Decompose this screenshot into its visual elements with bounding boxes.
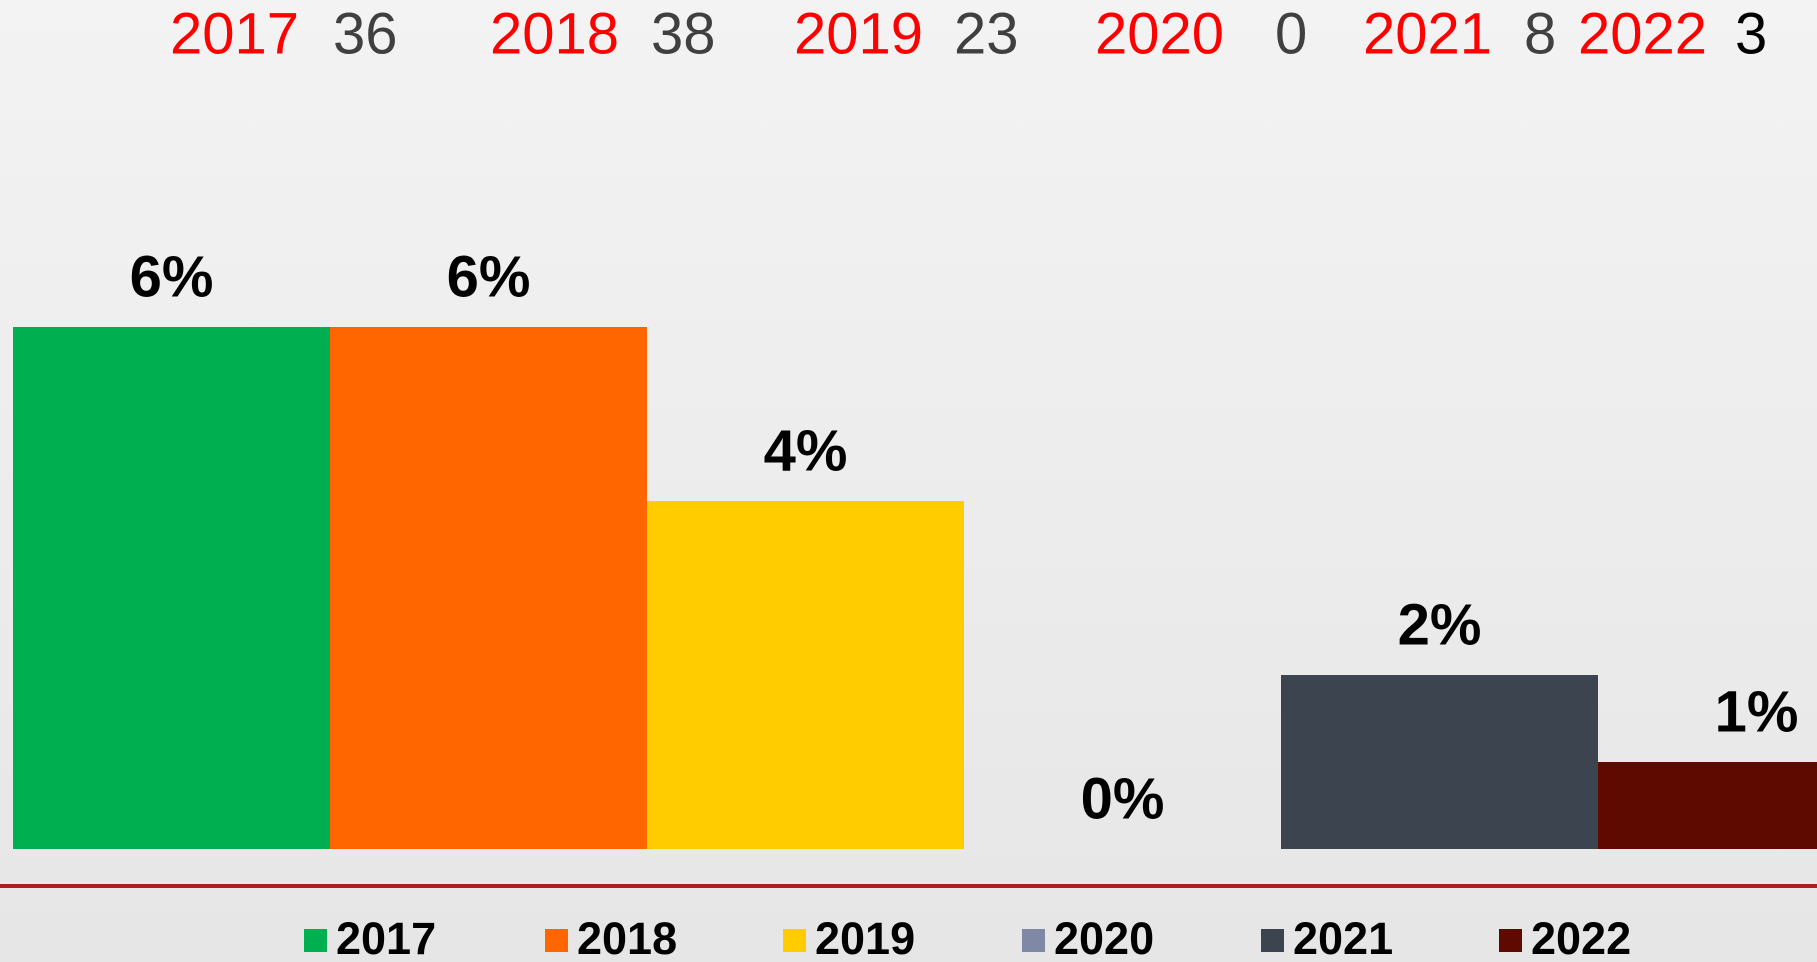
annotation-year: 2018 xyxy=(490,1,619,66)
bar xyxy=(1598,762,1817,849)
bar xyxy=(1281,675,1598,849)
value-label: 6% xyxy=(130,244,214,309)
legend-swatch xyxy=(783,929,806,952)
legend-swatch xyxy=(545,929,568,952)
legend-label: 2018 xyxy=(577,913,677,962)
value-label: 1% xyxy=(1715,679,1799,744)
annotation-count: 23 xyxy=(954,1,1019,66)
value-label: 6% xyxy=(447,244,531,309)
annotation-count: 3 xyxy=(1735,1,1767,66)
annotation-year: 2021 xyxy=(1363,1,1492,66)
legend-swatch xyxy=(1022,929,1045,952)
value-label: 4% xyxy=(764,418,848,483)
annotation-year: 2020 xyxy=(1095,1,1224,66)
legend-label: 2020 xyxy=(1054,913,1154,962)
value-label: 0% xyxy=(1081,766,1165,831)
legend-label: 2021 xyxy=(1293,913,1393,962)
legend-swatch xyxy=(1261,929,1284,952)
legend-label: 2017 xyxy=(336,913,436,962)
annotation-count: 0 xyxy=(1275,1,1307,66)
value-label: 2% xyxy=(1398,592,1482,657)
annotation-count: 36 xyxy=(333,1,398,66)
legend-swatch xyxy=(304,929,327,952)
bar xyxy=(330,327,647,849)
annotation-year: 2017 xyxy=(170,1,299,66)
bar xyxy=(13,327,330,849)
annotation-count: 8 xyxy=(1524,1,1556,66)
annotation-year: 2022 xyxy=(1578,1,1707,66)
annotation-year: 2019 xyxy=(794,1,923,66)
bar xyxy=(647,501,964,849)
legend-swatch xyxy=(1499,929,1522,952)
legend-label: 2022 xyxy=(1531,913,1631,962)
legend-label: 2019 xyxy=(815,913,915,962)
annotation-count: 38 xyxy=(651,1,716,66)
